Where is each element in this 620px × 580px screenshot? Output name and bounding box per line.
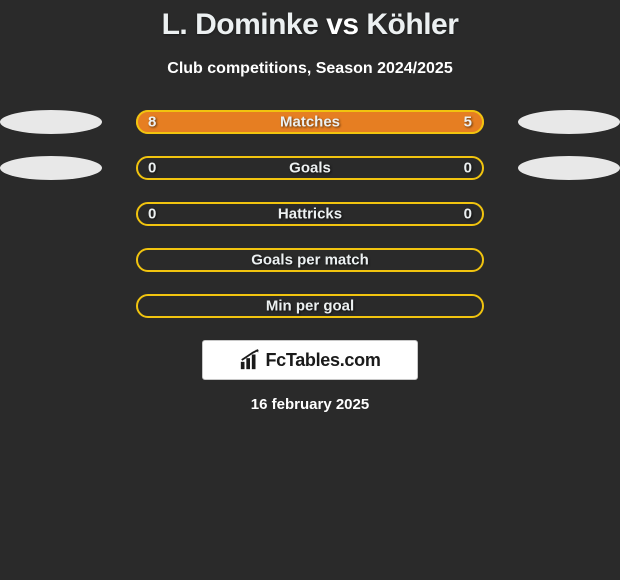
stat-row: Goals per match [0, 248, 620, 272]
stat-value-left: 0 [148, 206, 156, 223]
player-left-avatar [0, 156, 102, 180]
stat-value-right: 0 [464, 206, 472, 223]
brand-logo-box[interactable]: FcTables.com [202, 340, 418, 380]
stat-bar: 0 0 Hattricks [136, 202, 484, 226]
stat-label: Hattricks [278, 206, 342, 223]
player-left-name: L. Dominke [162, 8, 319, 41]
page-title: L. Dominke vs Köhler [0, 8, 620, 42]
stat-label: Matches [280, 114, 340, 131]
vs-text: vs [326, 8, 358, 41]
subtitle: Club competitions, Season 2024/2025 [0, 60, 620, 78]
player-right-name: Köhler [366, 8, 458, 41]
comparison-card: L. Dominke vs Köhler Club competitions, … [0, 0, 620, 413]
date-text: 16 february 2025 [0, 396, 620, 413]
player-right-avatar [518, 110, 620, 134]
stat-row: 8 5 Matches [0, 110, 620, 134]
player-left-avatar [0, 110, 102, 134]
stat-label: Goals [289, 160, 331, 177]
stat-value-left: 0 [148, 160, 156, 177]
stat-value-left: 8 [148, 114, 156, 131]
stat-bar: 0 0 Goals [136, 156, 484, 180]
stat-bar: 8 5 Matches [136, 110, 484, 134]
chart-icon [239, 349, 261, 371]
stat-label: Min per goal [266, 298, 354, 315]
stat-bar: Goals per match [136, 248, 484, 272]
brand-text: FcTables.com [265, 350, 380, 371]
stat-value-right: 0 [464, 160, 472, 177]
stat-label: Goals per match [251, 252, 369, 269]
stat-value-right: 5 [464, 114, 472, 131]
stat-row: Min per goal [0, 294, 620, 318]
stat-row: 0 0 Hattricks [0, 202, 620, 226]
stat-row: 0 0 Goals [0, 156, 620, 180]
stat-bar: Min per goal [136, 294, 484, 318]
stats-rows: 8 5 Matches 0 0 Goals 0 0 Hattricks Goals per mat… [0, 110, 620, 318]
player-right-avatar [518, 156, 620, 180]
